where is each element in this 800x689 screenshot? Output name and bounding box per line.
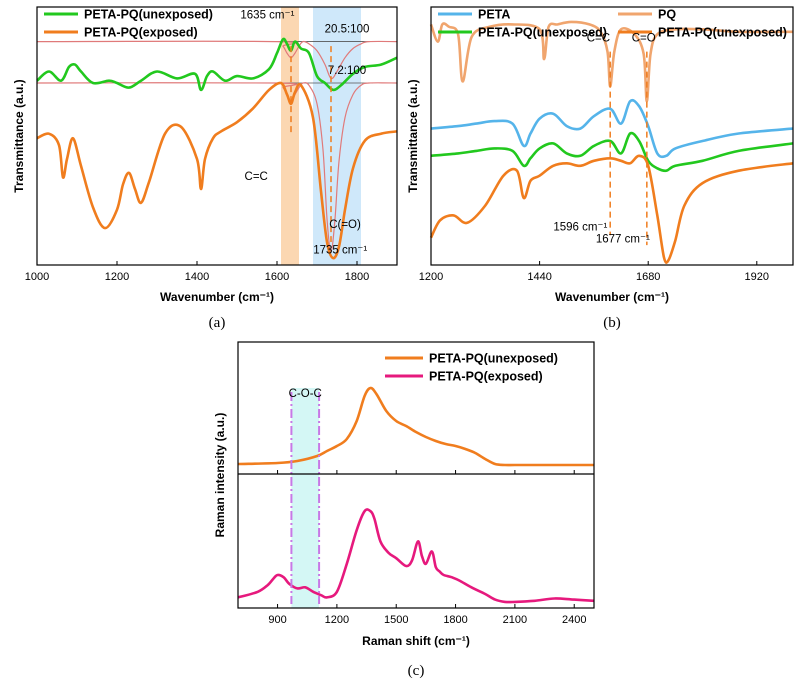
- series-line-a-1: [36, 81, 398, 260]
- x-tick-label-c-3: 1800: [443, 614, 467, 626]
- legend-label-c-0: PETA-PQ(unexposed): [429, 352, 558, 366]
- y-axis-label-b: Transmittance (a.u.): [406, 79, 420, 192]
- x-axis-label-a: Wavenumber (cm⁻¹): [160, 290, 274, 304]
- annotation-b-3: 1677 cm⁻¹: [596, 234, 650, 246]
- x-tick-label-c-0: 900: [268, 614, 286, 626]
- x-tick-label-a-0: 1000: [25, 271, 49, 283]
- series-line-a-0: [36, 37, 398, 92]
- series-line-b-0: [430, 98, 794, 159]
- series-line-b-2: [430, 131, 794, 173]
- legend-label-a-1: PETA-PQ(exposed): [84, 26, 198, 40]
- annotation-a-2: 7.2:100: [328, 65, 366, 77]
- annotation-b-0: C=C: [587, 33, 610, 45]
- x-tick-label-b-2: 1680: [636, 271, 660, 283]
- annotation-a-0: 1635 cm⁻¹: [240, 10, 294, 22]
- plot-frame-a: [36, 6, 398, 266]
- x-tick-label-a-3: 1600: [265, 271, 289, 283]
- annotation-b-2: 1596 cm⁻¹: [553, 221, 607, 233]
- plot-frame-b: [430, 6, 794, 266]
- legend-label-b-2: PETA-PQ(unexposed): [478, 26, 607, 40]
- annotation-c-0: C-O-C: [289, 388, 322, 400]
- x-tick-label-c-5: 2400: [562, 614, 586, 626]
- series-line-b-3: [429, 154, 794, 264]
- annotation-b-1: C=O: [632, 33, 656, 45]
- y-axis-label-c: Raman intensity (a.u.): [213, 413, 227, 538]
- annotation-a-5: 1735 cm⁻¹: [313, 244, 367, 256]
- legend-label-c-1: PETA-PQ(exposed): [429, 370, 543, 384]
- x-tick-label-b-3: 1920: [745, 271, 769, 283]
- x-tick-label-a-2: 1400: [185, 271, 209, 283]
- series-line-c-0: [237, 386, 594, 467]
- x-axis-label-c: Raman shift (cm⁻¹): [362, 634, 470, 648]
- legend-label-b-0: PETA: [478, 8, 510, 22]
- legend-label-a-0: PETA-PQ(unexposed): [84, 8, 213, 22]
- x-tick-label-b-0: 1200: [419, 271, 443, 283]
- series-line-c-1: [237, 508, 595, 604]
- highlight-band-a-0: [281, 7, 299, 265]
- x-axis-label-b: Wavenumber (cm⁻¹): [555, 290, 669, 304]
- highlight-band-a-1: [313, 7, 361, 265]
- x-tick-label-c-4: 2100: [503, 614, 527, 626]
- x-tick-label-b-1: 1440: [527, 271, 551, 283]
- fit-line-a-0: [36, 40, 398, 80]
- annotation-a-4: C(=O): [329, 219, 361, 231]
- y-axis-label-a: Transmittance (a.u.): [12, 79, 26, 192]
- panel-label-b: (b): [603, 315, 621, 331]
- x-tick-label-a-4: 1800: [345, 271, 369, 283]
- series-line-b-1: [429, 20, 794, 103]
- x-tick-label-c-2: 1500: [384, 614, 408, 626]
- legend-label-b-3: PETA-PQ(unexposed): [658, 26, 787, 40]
- x-tick-label-a-1: 1200: [105, 271, 129, 283]
- plot-frame-c: [237, 341, 595, 609]
- panel-label-c: (c): [408, 663, 425, 679]
- annotation-a-1: 20.5:100: [325, 23, 370, 35]
- x-tick-label-c-1: 1200: [325, 614, 349, 626]
- highlight-band-c-0: [291, 388, 320, 608]
- panel-label-a: (a): [209, 315, 226, 331]
- legend-label-b-1: PQ: [658, 8, 676, 22]
- annotation-a-3: C=C: [245, 171, 268, 183]
